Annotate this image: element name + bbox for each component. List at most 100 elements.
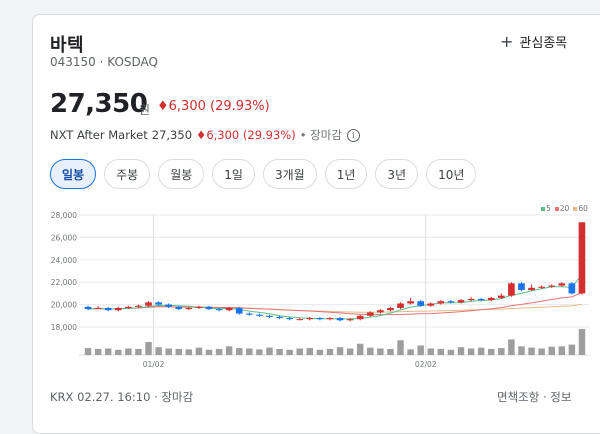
after-market-price: 27,350 — [151, 128, 193, 142]
volume-bar — [558, 346, 566, 355]
footer-source: KRX 02.27. 16:10 · 장마감 — [50, 390, 194, 404]
tab-3-months[interactable]: 3개월 — [262, 159, 317, 189]
footer-disclaimer-link[interactable]: 면책조항 · 정보 — [497, 390, 572, 404]
candle-body — [417, 301, 425, 306]
candle-body — [437, 301, 445, 304]
candle-body — [538, 286, 545, 288]
candle-body — [467, 299, 475, 301]
candle-body — [245, 313, 253, 315]
y-tick-label: 22,000 — [51, 278, 77, 287]
candle-body — [306, 318, 314, 320]
volume-bar — [195, 347, 203, 355]
candle-body — [276, 316, 283, 319]
candle-body — [558, 283, 566, 286]
price-unit: 원 — [139, 103, 151, 117]
volume-bar — [185, 349, 193, 355]
volume-bar — [316, 349, 324, 355]
volume-bar — [477, 347, 485, 355]
y-tick-label: 18,000 — [51, 323, 77, 332]
volume-bar — [356, 343, 364, 355]
volume-bar — [165, 348, 172, 355]
x-tick-label: 01/02 — [143, 360, 165, 369]
after-market-status: • 장마감 — [299, 128, 342, 142]
volume-bar — [407, 349, 414, 355]
volume-bar — [296, 348, 303, 355]
tab-weekly[interactable]: 주봉 — [104, 159, 151, 189]
candle-body — [377, 310, 384, 313]
volume-bar — [346, 348, 354, 355]
volume-bar — [84, 348, 92, 355]
volume-bar — [215, 348, 223, 355]
volume-bar — [377, 348, 384, 355]
volume-bar — [447, 349, 455, 355]
volume-bar — [306, 348, 314, 355]
candle-body — [497, 295, 505, 298]
legend-ma60: 60 — [573, 204, 588, 213]
volume-bar — [125, 348, 132, 355]
current-price: 27,350 — [50, 89, 148, 119]
volume-bar — [115, 349, 122, 355]
volume-bar — [155, 347, 162, 355]
follow-button[interactable]: + 관심종목 — [500, 29, 567, 53]
y-tick-label: 24,000 — [51, 256, 77, 265]
tab-10-years[interactable]: 10년 — [426, 159, 477, 189]
volume-bar — [326, 348, 334, 355]
tab-1-day[interactable]: 1일 — [212, 159, 255, 189]
candle-body — [286, 318, 293, 320]
volume-bar — [236, 348, 243, 355]
candle-body — [256, 314, 263, 316]
y-tick-label: 26,000 — [51, 233, 77, 242]
candle-body — [477, 299, 485, 301]
volume-bar — [518, 346, 525, 355]
candle-body — [135, 305, 142, 307]
volume-bar — [367, 347, 374, 355]
volume-bar — [548, 346, 555, 355]
candle-body — [225, 307, 233, 311]
after-market-change: ♦6,300 (29.93%) — [196, 128, 296, 142]
tab-1-year[interactable]: 1년 — [324, 159, 368, 189]
candle-body — [195, 306, 203, 308]
volume-bar — [205, 349, 213, 355]
candle-body — [266, 315, 273, 317]
candle-body — [518, 283, 525, 291]
volume-bar — [336, 347, 344, 355]
candle-body — [356, 315, 364, 320]
tab-daily[interactable]: 일봉 — [50, 159, 97, 189]
tab-3-years[interactable]: 3년 — [375, 159, 419, 189]
tab-monthly[interactable]: 월봉 — [158, 159, 205, 189]
volume-bar — [488, 348, 495, 355]
volume-bar — [276, 348, 283, 355]
volume-bar — [256, 349, 263, 355]
candle-body — [447, 301, 455, 303]
price-chart[interactable]: 28,000 26,000 24,000 22,000 20,000 18,000 01/0… — [33, 205, 593, 375]
candle-body — [114, 307, 122, 311]
candle-body — [84, 306, 92, 310]
candle-body — [457, 300, 465, 303]
volume-bar — [145, 342, 152, 355]
candle-body — [366, 312, 374, 316]
stock-name: 바텍 — [50, 35, 85, 56]
volume-bar — [568, 344, 576, 355]
candle-body — [155, 302, 162, 305]
volume-bar — [175, 348, 182, 355]
candle-body — [387, 307, 394, 311]
ma20-line — [87, 292, 583, 316]
volume-bar — [578, 329, 586, 355]
candle-body — [528, 287, 535, 291]
plus-icon: + — [500, 31, 514, 51]
volume-bar — [397, 340, 404, 355]
candle-body — [205, 306, 213, 310]
volume-bar — [266, 347, 273, 355]
candle-body — [165, 304, 173, 307]
candle-body — [316, 318, 324, 320]
volume-bar — [528, 347, 535, 355]
follow-label: 관심종목 — [519, 35, 568, 51]
volume-bar — [437, 348, 445, 355]
volume-bar — [498, 348, 505, 355]
candle-body — [175, 306, 183, 310]
info-icon[interactable]: i — [346, 128, 360, 142]
candle-body — [407, 301, 414, 304]
legend-ma5: 5 — [541, 204, 551, 213]
after-market-row: NXT After Market 27,350 ♦6,300 (29.93%) … — [50, 127, 360, 143]
x-tick-label: 02/02 — [415, 360, 437, 369]
